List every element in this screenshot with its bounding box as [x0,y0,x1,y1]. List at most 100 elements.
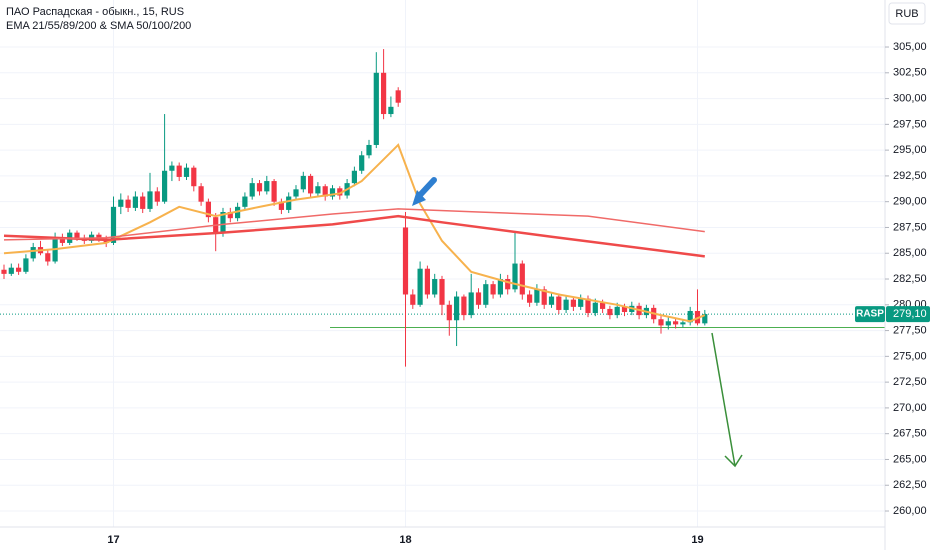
candle-body [373,72,379,145]
candle-body [432,279,438,295]
candle-body [271,181,277,202]
y-tick-label: 292,50 [893,170,927,182]
candle-body [169,165,175,171]
indicator-line [3,214,705,258]
candle-body [45,253,51,262]
chart-title: ПАО Распадская - обыкн., 15, RUS [6,6,184,18]
candle-body [570,299,576,307]
candle-body [519,263,525,295]
y-axis: 260,00 262,50 265,00 267,50 270,00 272,50 275,… [107,41,930,546]
price-tag-bg [886,306,930,323]
y-tick-label: 282,50 [893,273,927,285]
candle-body [541,289,547,305]
y-tick-label: 277,50 [893,324,927,336]
y-tick-label: 265,00 [893,453,927,465]
candle-body [191,167,197,187]
candle-body [621,306,628,313]
candle-body [534,289,540,303]
candle-body [351,170,357,184]
candle-body [8,267,14,274]
candle-body [614,306,620,316]
candle-body [16,267,22,272]
price-tag: 279,10 [893,308,927,320]
candle-body [658,319,664,326]
candle-body [256,183,263,192]
symbol-tag-bg [855,306,885,323]
x-tick-label: 19 [691,534,703,546]
candle-body [424,268,430,295]
candle-body [242,196,248,207]
candle-body [490,284,496,295]
candle-body [198,186,204,202]
candle-body [388,106,394,115]
candle-body [249,183,255,197]
candle-body [110,206,117,243]
y-tick-label: 290,00 [893,196,927,208]
x-tick-label: 18 [399,534,411,546]
candle-body [264,181,270,192]
y-tick-label: 295,00 [893,144,927,156]
candle-body [205,201,211,218]
candle-body [607,308,613,316]
candle-body [315,186,321,194]
candle-body [96,234,102,239]
candle-body [439,279,445,305]
candle-body [527,294,533,303]
candle-body [483,284,489,305]
y-tick-label: 287,50 [893,221,927,233]
candle-body [30,247,36,259]
candle-body [293,189,299,197]
candle-body [147,191,153,209]
candle-body [475,292,482,305]
candle-body [497,279,503,295]
candle-body [585,298,591,314]
currency-box[interactable] [888,2,926,25]
candle-body [227,211,233,219]
y-tick-label: 262,50 [893,479,927,491]
candle-body [592,302,598,314]
candle-body [162,170,168,202]
candle-body [140,196,146,209]
candle-body [600,302,606,309]
candle-body [59,238,65,243]
candle-body [454,296,460,321]
candle-body [366,144,372,156]
candle-body [132,196,138,208]
x-tick-label: 17 [107,534,119,546]
candle-body [329,188,336,197]
candle-body [402,227,409,295]
indicator-legend: EMA 21/55/89/200 & SMA 50/100/200 [6,20,191,32]
candle-body [220,211,226,233]
candle-body [359,155,365,171]
candle-body [578,298,584,307]
currency: RUB [895,8,918,20]
plot [0,49,885,367]
y-tick-label: 267,50 [893,428,927,440]
candle-body [381,72,387,115]
y-tick-label: 275,00 [893,350,927,362]
candle-body [74,232,80,238]
y-tick-label: 305,00 [893,41,927,53]
candle-body [154,191,160,202]
candle-body [235,206,241,219]
annotation-arrow [418,177,437,197]
candle-body [52,238,58,262]
candle-body [118,199,124,207]
grid [0,0,885,527]
y-tick-label: 300,00 [893,92,927,104]
candle-body [468,292,474,316]
candle-body [23,258,29,272]
y-tick-label: 285,00 [893,247,927,259]
candle-body [512,263,518,290]
annotation-arrow [711,332,743,468]
y-tick-label: 272,50 [893,376,927,388]
y-tick-label: 260,00 [893,505,927,517]
candle-body [702,314,708,324]
candle-body [563,299,569,310]
candle-body [286,196,292,210]
candle-body [461,296,467,316]
candle-body [410,294,416,305]
indicator-line [3,208,705,241]
